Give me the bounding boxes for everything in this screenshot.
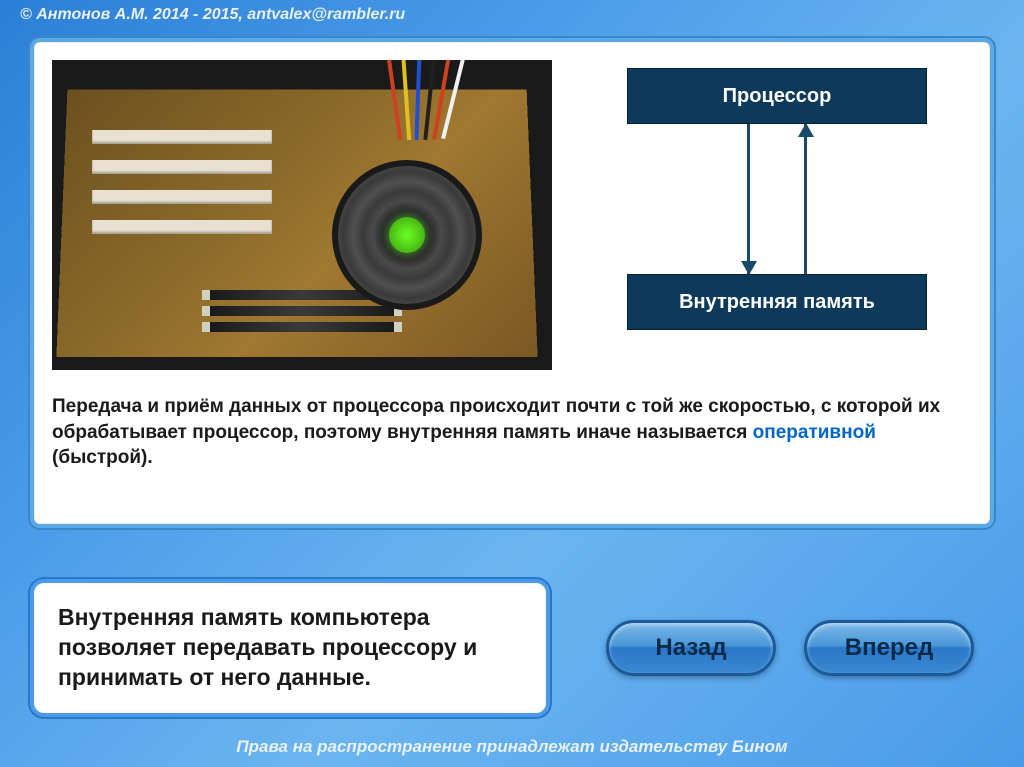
description-highlight: оперативной [753,422,876,443]
footer-text: Права на распространение принадлежат изд… [0,737,1024,757]
diagram-box-memory: Внутренняя память [627,274,927,330]
summary-box: Внутренняя память компьютера позволяет п… [30,579,550,717]
content-panel: Процессор Внутренняя память Передача и п… [30,38,994,528]
motherboard-photo [52,60,552,370]
diagram-box-processor: Процессор [627,68,927,124]
nav-buttons: Назад Вперед [606,620,974,676]
description-text: Передача и приём данных от процессора пр… [52,394,972,471]
cpu-memory-diagram: Процессор Внутренняя память [582,60,972,370]
back-button[interactable]: Назад [606,620,776,676]
description-post: (быстрой). [52,447,153,468]
forward-button[interactable]: Вперед [804,620,974,676]
arrow-down-icon [747,124,750,274]
diagram-arrows [727,124,827,274]
arrow-up-icon [804,124,807,274]
header-copyright: © Антонов А.М. 2014 - 2015, antvalex@ram… [0,0,1024,30]
